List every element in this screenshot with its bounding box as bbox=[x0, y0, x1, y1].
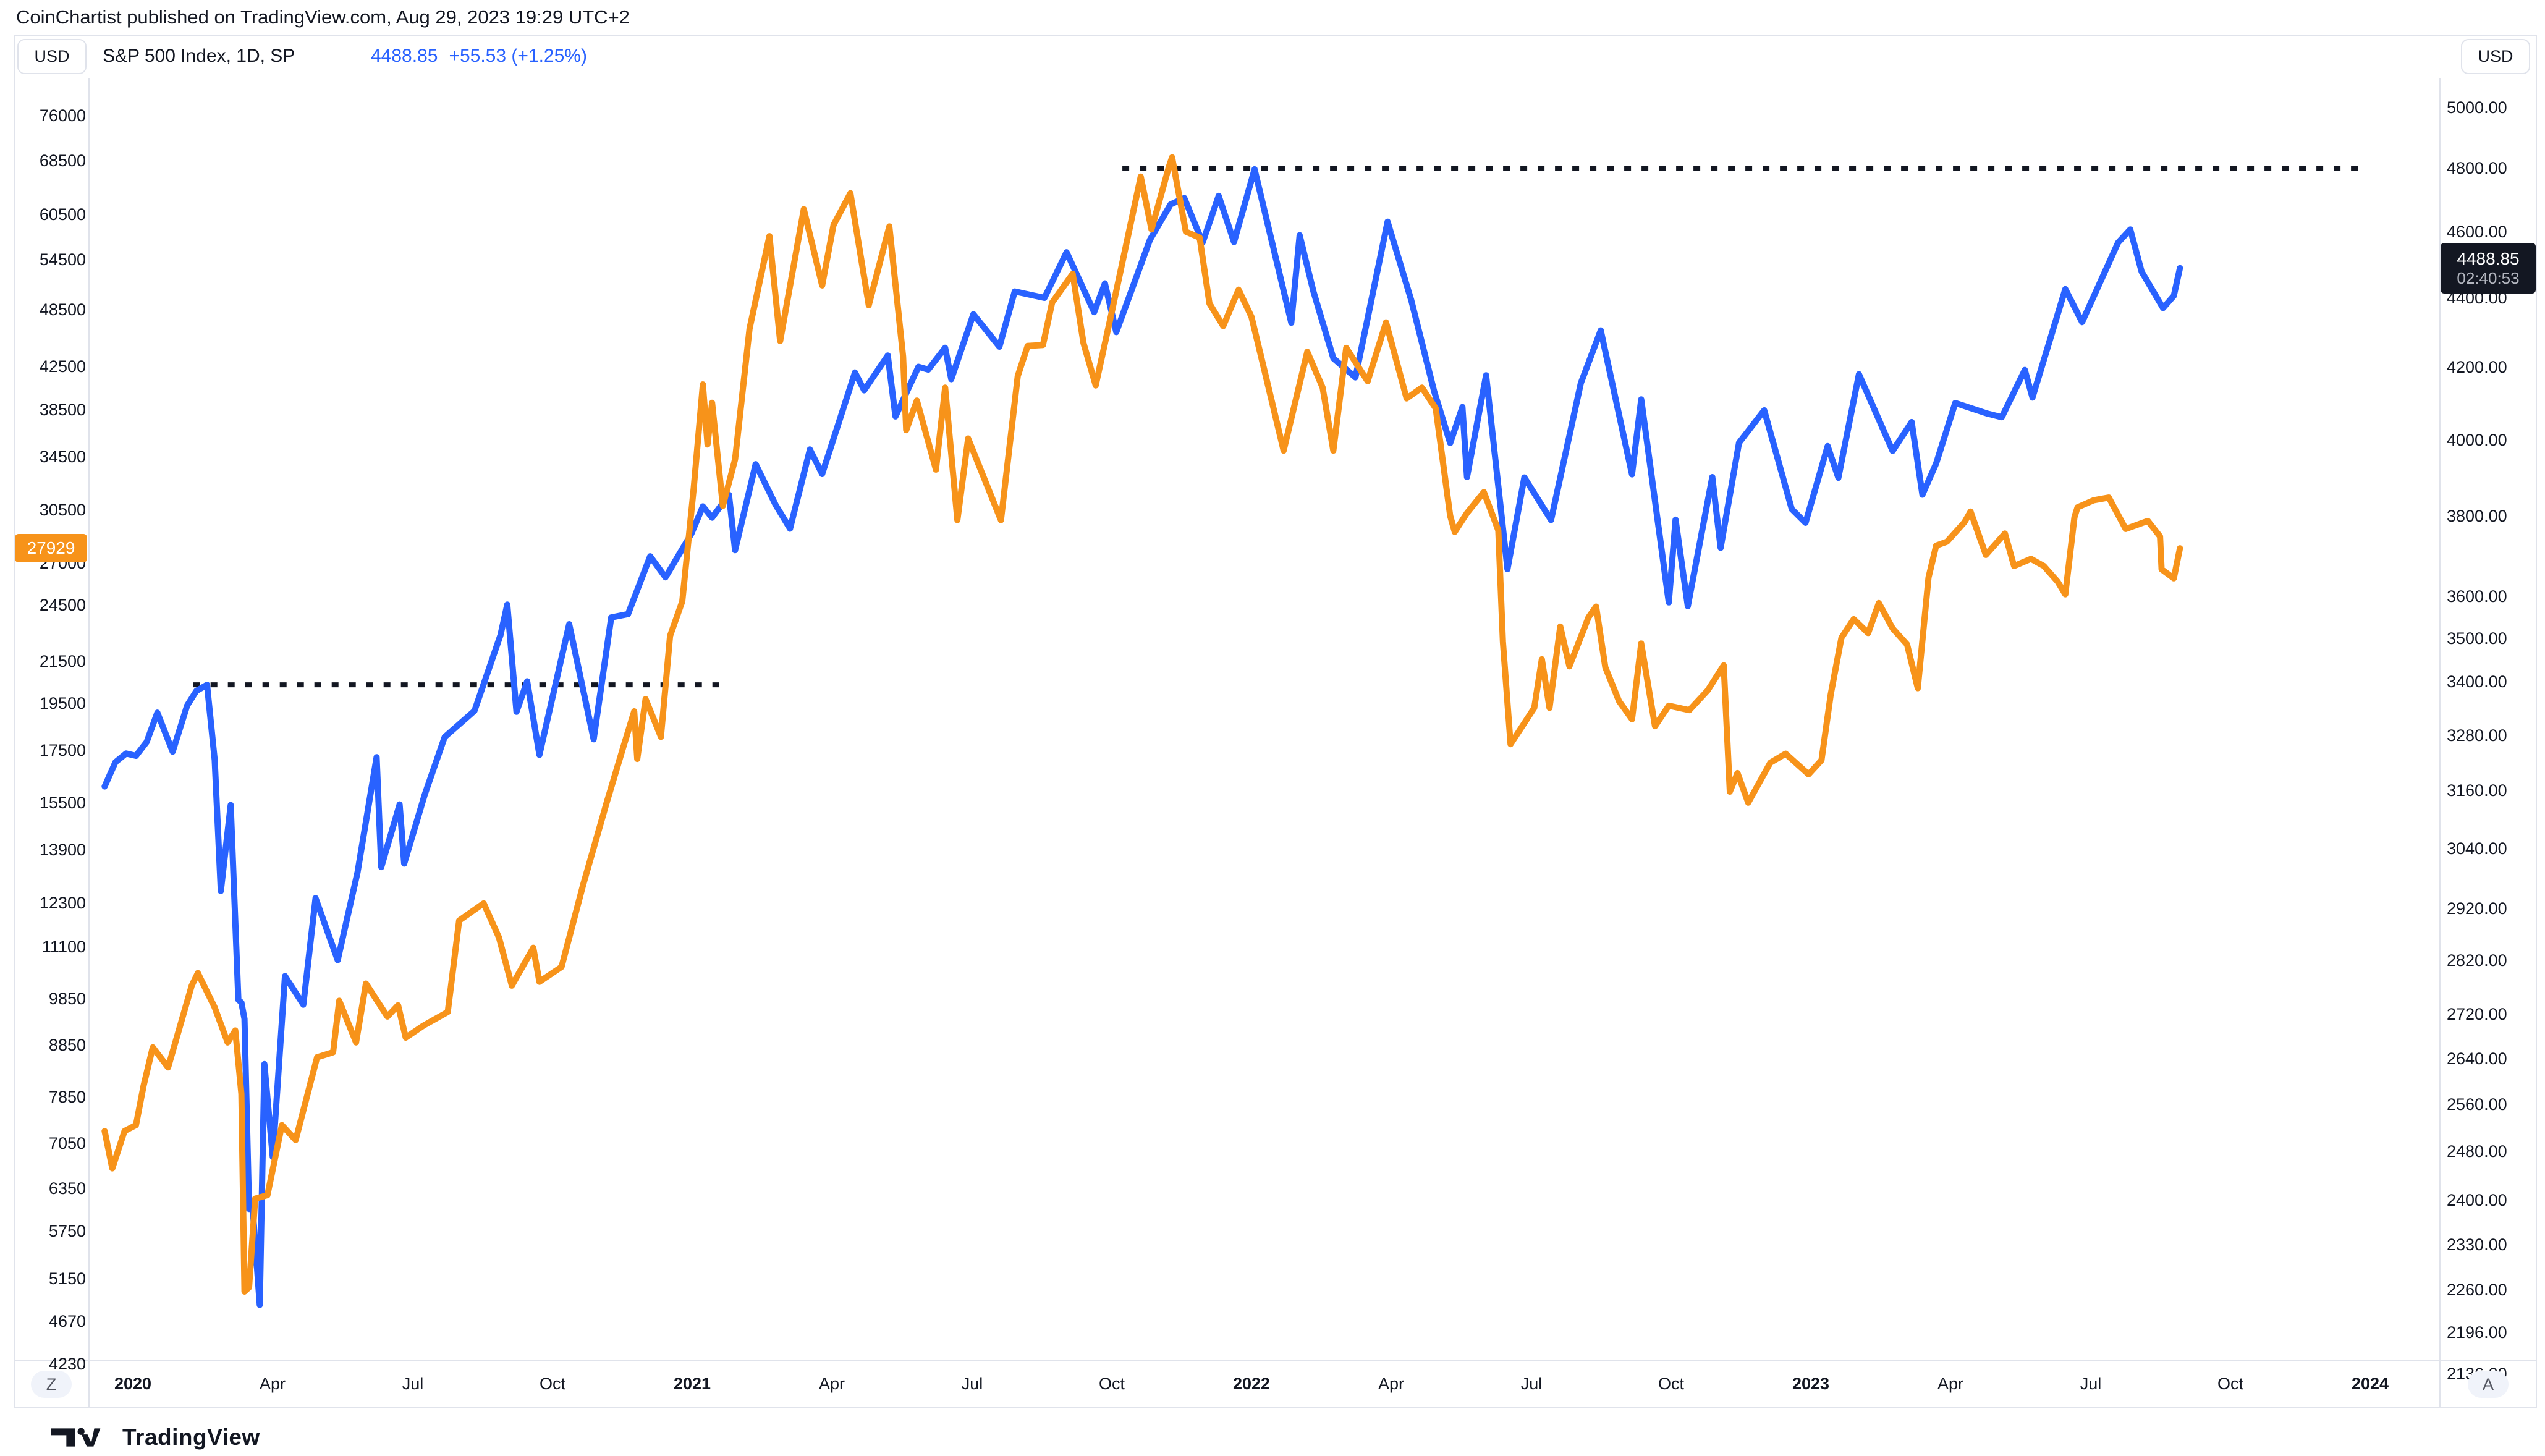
left-axis-tick: 4670 bbox=[48, 1311, 86, 1331]
time-axis-label: 2022 bbox=[1232, 1374, 1271, 1393]
left-axis-tick: 76000 bbox=[39, 106, 86, 125]
left-axis-tick: 8850 bbox=[48, 1035, 86, 1054]
btc-last-price-label: 27929 bbox=[15, 534, 87, 563]
left-axis-tick: 7050 bbox=[48, 1133, 86, 1153]
right-axis-tick: 2480.00 bbox=[2447, 1142, 2507, 1161]
right-axis-tick: 2196.00 bbox=[2447, 1323, 2507, 1342]
left-axis-currency-button[interactable]: USD bbox=[17, 39, 87, 74]
left-axis-tick: 17500 bbox=[39, 740, 86, 760]
left-axis-tick: 34500 bbox=[39, 447, 86, 467]
time-scale[interactable]: 2020 Apr Jul Oct 2021 Apr Jul Oct 2022 Apr Jul Oct 2… bbox=[0, 1361, 2545, 1408]
sp-last-price-label: 4488.85 02:40:53 bbox=[2441, 242, 2536, 294]
time-scale-bottom-border bbox=[14, 1407, 2537, 1408]
left-scale-divider bbox=[88, 78, 90, 1408]
time-axis-label: Oct bbox=[2217, 1374, 2244, 1393]
right-axis-tick: 2260.00 bbox=[2447, 1280, 2507, 1300]
left-axis-tick: 12300 bbox=[39, 893, 86, 912]
left-axis-tick: 7850 bbox=[48, 1087, 86, 1106]
right-axis-tick: 2920.00 bbox=[2447, 899, 2507, 918]
right-axis-tick: 3800.00 bbox=[2447, 507, 2507, 526]
time-axis-label: Oct bbox=[1098, 1374, 1125, 1393]
left-axis-tick: 11100 bbox=[41, 938, 86, 957]
left-axis-tick: 19500 bbox=[39, 694, 86, 713]
left-axis-tick: 24500 bbox=[39, 595, 86, 614]
left-axis-tick: 6350 bbox=[48, 1179, 86, 1198]
price-change: +55.53 (+1.25%) bbox=[449, 46, 587, 66]
auto-scale-button[interactable]: A bbox=[2468, 1371, 2509, 1398]
left-axis-tick: 60500 bbox=[39, 205, 86, 224]
right-axis-tick: 4000.00 bbox=[2447, 430, 2507, 449]
right-axis-currency-button[interactable]: USD bbox=[2461, 39, 2530, 74]
attribution-text: CoinChartist published on TradingView.co… bbox=[16, 6, 630, 28]
symbol-title[interactable]: S&P 500 Index, 1D, SP bbox=[103, 46, 295, 66]
right-axis-tick: 2720.00 bbox=[2447, 1004, 2507, 1023]
widget-left-border bbox=[14, 35, 15, 1408]
time-axis-label: Jul bbox=[961, 1374, 983, 1393]
time-axis-label: 2023 bbox=[1792, 1374, 1830, 1393]
right-axis-tick: 2560.00 bbox=[2447, 1094, 2507, 1114]
sp-bar-countdown: 02:40:53 bbox=[2457, 268, 2520, 287]
right-axis-tick: 4600.00 bbox=[2447, 222, 2507, 241]
right-axis-tick: 2820.00 bbox=[2447, 950, 2507, 970]
time-axis-label: Apr bbox=[1937, 1374, 1964, 1393]
time-axis-label: Jul bbox=[402, 1374, 424, 1393]
time-axis-label: 2020 bbox=[114, 1374, 152, 1393]
left-axis-tick: 68500 bbox=[39, 151, 86, 170]
time-axis-label: Apr bbox=[1378, 1374, 1405, 1393]
right-axis-tick: 3600.00 bbox=[2447, 587, 2507, 606]
btc-line[interactable] bbox=[101, 154, 2183, 1295]
timezone-button[interactable]: Z bbox=[31, 1371, 72, 1398]
right-axis-tick: 3160.00 bbox=[2447, 781, 2507, 800]
left-axis-tick: 42500 bbox=[39, 357, 86, 376]
left-axis-tick: 38500 bbox=[39, 400, 86, 419]
left-price-scale[interactable]: 76000 68500 60500 54500 48500 42500 38500 34500… bbox=[15, 78, 86, 1373]
sp500-line[interactable] bbox=[101, 166, 2183, 1308]
time-scale-top-border bbox=[14, 1360, 2537, 1361]
time-axis-label: Jul bbox=[1520, 1374, 1543, 1393]
right-axis-tick: 2640.00 bbox=[2447, 1049, 2507, 1068]
tradingview-footer[interactable]: TradingView bbox=[38, 1423, 260, 1452]
right-axis-tick: 3400.00 bbox=[2447, 672, 2507, 692]
right-axis-tick: 4200.00 bbox=[2447, 358, 2507, 377]
left-axis-tick: 5750 bbox=[48, 1222, 86, 1241]
right-axis-tick: 4800.00 bbox=[2447, 159, 2507, 178]
right-axis-tick: 3040.00 bbox=[2447, 839, 2507, 858]
tradingview-logo-text: TradingView bbox=[122, 1424, 260, 1450]
right-axis-tick: 2400.00 bbox=[2447, 1191, 2507, 1210]
left-axis-tick: 5150 bbox=[48, 1269, 86, 1289]
time-axis-label: Apr bbox=[818, 1374, 845, 1393]
right-axis-tick: 5000.00 bbox=[2447, 98, 2507, 117]
symbol-quote: 4488.85 +55.53 (+1.25%) bbox=[371, 38, 587, 74]
tradingview-logo-icon bbox=[51, 1428, 101, 1447]
left-axis-tick: 21500 bbox=[39, 652, 86, 671]
btc-last-price-value: 27929 bbox=[27, 538, 75, 558]
right-axis-tick: 3280.00 bbox=[2447, 726, 2507, 745]
left-axis-tick: 13900 bbox=[39, 840, 86, 860]
right-axis-tick: 2330.00 bbox=[2447, 1235, 2507, 1254]
time-axis-label: Jul bbox=[2080, 1374, 2102, 1393]
left-axis-tick: 9850 bbox=[48, 989, 86, 1008]
widget-top-border bbox=[14, 35, 2537, 36]
time-axis-label: Apr bbox=[259, 1374, 286, 1393]
left-axis-tick: 30500 bbox=[39, 501, 86, 520]
left-axis-tick: 4230 bbox=[48, 1355, 86, 1373]
time-axis-label: Oct bbox=[1658, 1374, 1685, 1393]
sp-last-price-value: 4488.85 bbox=[2457, 248, 2520, 268]
time-axis-label: Oct bbox=[539, 1374, 566, 1393]
left-axis-tick: 54500 bbox=[39, 250, 86, 269]
last-price: 4488.85 bbox=[371, 46, 438, 66]
left-axis-tick: 48500 bbox=[39, 300, 86, 320]
widget-right-border bbox=[2536, 35, 2537, 1408]
left-axis-tick: 15500 bbox=[39, 793, 86, 812]
time-axis-label: 2024 bbox=[2351, 1374, 2389, 1393]
right-scale-divider bbox=[2439, 78, 2441, 1408]
time-axis-label: 2021 bbox=[673, 1374, 711, 1393]
right-axis-tick: 3500.00 bbox=[2447, 629, 2507, 648]
